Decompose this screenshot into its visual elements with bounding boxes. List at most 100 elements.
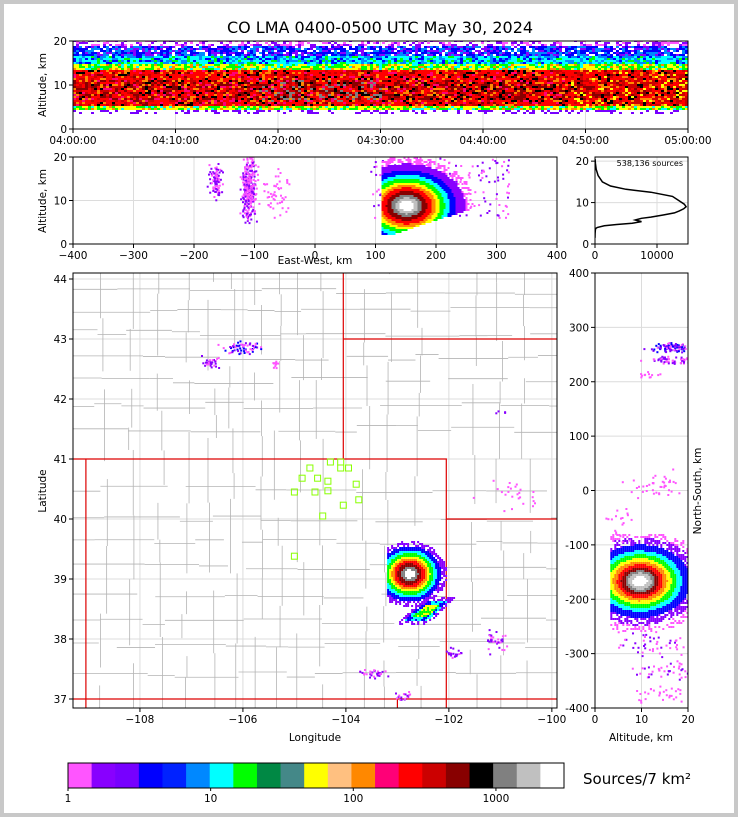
time-heatmap-cell [262, 56, 265, 58]
time-heatmap-cell [232, 48, 235, 50]
time-heatmap-cell [313, 92, 316, 94]
time-heatmap-cell [493, 100, 496, 102]
time-heatmap-cell [409, 44, 412, 46]
time-heatmap-cell [484, 58, 487, 60]
time-heatmap-cell [241, 96, 244, 98]
time-heatmap-cell [499, 54, 502, 56]
time-heatmap-cell [325, 48, 328, 50]
time-heatmap-cell [385, 46, 388, 48]
time-heatmap-cell [223, 104, 226, 106]
time-heatmap-cell [397, 58, 400, 60]
time-heatmap-cell [199, 52, 202, 54]
time-heatmap-cell [331, 56, 334, 58]
time-heatmap-cell [352, 58, 355, 60]
time-heatmap-cell [211, 64, 214, 66]
time-heatmap-cell [139, 96, 142, 98]
time-heatmap-cell [409, 60, 412, 62]
time-heatmap-cell [127, 66, 130, 68]
time-heatmap-cell [151, 98, 154, 100]
time-heatmap-cell [310, 52, 313, 54]
time-heatmap-cell [442, 72, 445, 74]
time-heatmap-cell [364, 70, 367, 72]
time-heatmap-cell [475, 50, 478, 52]
time-heatmap-cell [331, 112, 334, 114]
time-heatmap-cell [205, 46, 208, 48]
time-heatmap-cell [460, 46, 463, 48]
time-heatmap-cell [274, 100, 277, 102]
time-heatmap-cell [460, 80, 463, 82]
time-heatmap-cell [127, 108, 130, 110]
time-heatmap-cell [325, 94, 328, 96]
time-heatmap-cell [94, 66, 97, 68]
time-heatmap-cell [418, 74, 421, 76]
time-heatmap-cell [112, 98, 115, 100]
time-heatmap-cell [292, 68, 295, 70]
time-heatmap-cell [484, 48, 487, 50]
time-heatmap-cell [118, 46, 121, 48]
time-heatmap-cell [142, 98, 145, 100]
time-heatmap-cell [478, 94, 481, 96]
time-heatmap-cell [298, 104, 301, 106]
time-heatmap-cell [520, 62, 523, 64]
time-heatmap-cell [337, 84, 340, 86]
time-heatmap-cell [244, 96, 247, 98]
time-heatmap-cell [325, 42, 328, 44]
time-heatmap-cell [475, 70, 478, 72]
time-heatmap-cell [457, 86, 460, 88]
time-heatmap-cell [184, 68, 187, 70]
time-heatmap-cell [235, 60, 238, 62]
time-heatmap-cell [418, 62, 421, 64]
time-heatmap-cell [82, 108, 85, 110]
time-heatmap-cell [502, 60, 505, 62]
time-heatmap-cell [481, 100, 484, 102]
time-heatmap-cell [460, 84, 463, 86]
time-heatmap-cell [334, 66, 337, 68]
time-heatmap-cell [364, 62, 367, 64]
time-heatmap-cell [310, 106, 313, 108]
time-heatmap-cell [394, 78, 397, 80]
time-heatmap-cell [301, 62, 304, 64]
time-heatmap-cell [385, 100, 388, 102]
time-heatmap-cell [301, 92, 304, 94]
time-heatmap-cell [412, 70, 415, 72]
time-heatmap-cell [337, 60, 340, 62]
time-heatmap-cell [391, 102, 394, 104]
time-heatmap-cell [520, 84, 523, 86]
time-heatmap-cell [298, 84, 301, 86]
time-heatmap-cell [265, 82, 268, 84]
time-heatmap-cell [466, 76, 469, 78]
time-heatmap-cell [286, 76, 289, 78]
time-heatmap-cell [298, 90, 301, 92]
time-heatmap-cell [463, 104, 466, 106]
time-heatmap-cell [259, 70, 262, 72]
time-heatmap-cell [136, 76, 139, 78]
time-heatmap-cell [286, 96, 289, 98]
time-heatmap-cell [148, 98, 151, 100]
time-heatmap-cell [100, 68, 103, 70]
time-heatmap-cell [220, 66, 223, 68]
time-heatmap-cell [502, 56, 505, 58]
time-heatmap-cell [85, 48, 88, 50]
time-heatmap-cell [187, 72, 190, 74]
time-heatmap-cell [481, 52, 484, 54]
time-heatmap-cell [511, 94, 514, 96]
time-heatmap-cell [292, 70, 295, 72]
time-heatmap-cell [76, 108, 79, 110]
time-heatmap-cell [520, 50, 523, 52]
time-heatmap-cell [262, 52, 265, 54]
time-heatmap-cell [364, 78, 367, 80]
time-heatmap-cell [412, 110, 415, 112]
time-heatmap-cell [274, 76, 277, 78]
time-heatmap-cell [244, 76, 247, 78]
time-heatmap-cell [415, 68, 418, 70]
time-heatmap-cell [154, 56, 157, 58]
time-heatmap-cell [238, 90, 241, 92]
time-heatmap-cell [409, 102, 412, 104]
time-heatmap-cell [253, 104, 256, 106]
time-heatmap-cell [460, 90, 463, 92]
time-heatmap-cell [97, 54, 100, 56]
time-heatmap-cell [133, 56, 136, 58]
time-heatmap-cell [424, 96, 427, 98]
time-heatmap-cell [295, 64, 298, 66]
time-heatmap-cell [505, 60, 508, 62]
